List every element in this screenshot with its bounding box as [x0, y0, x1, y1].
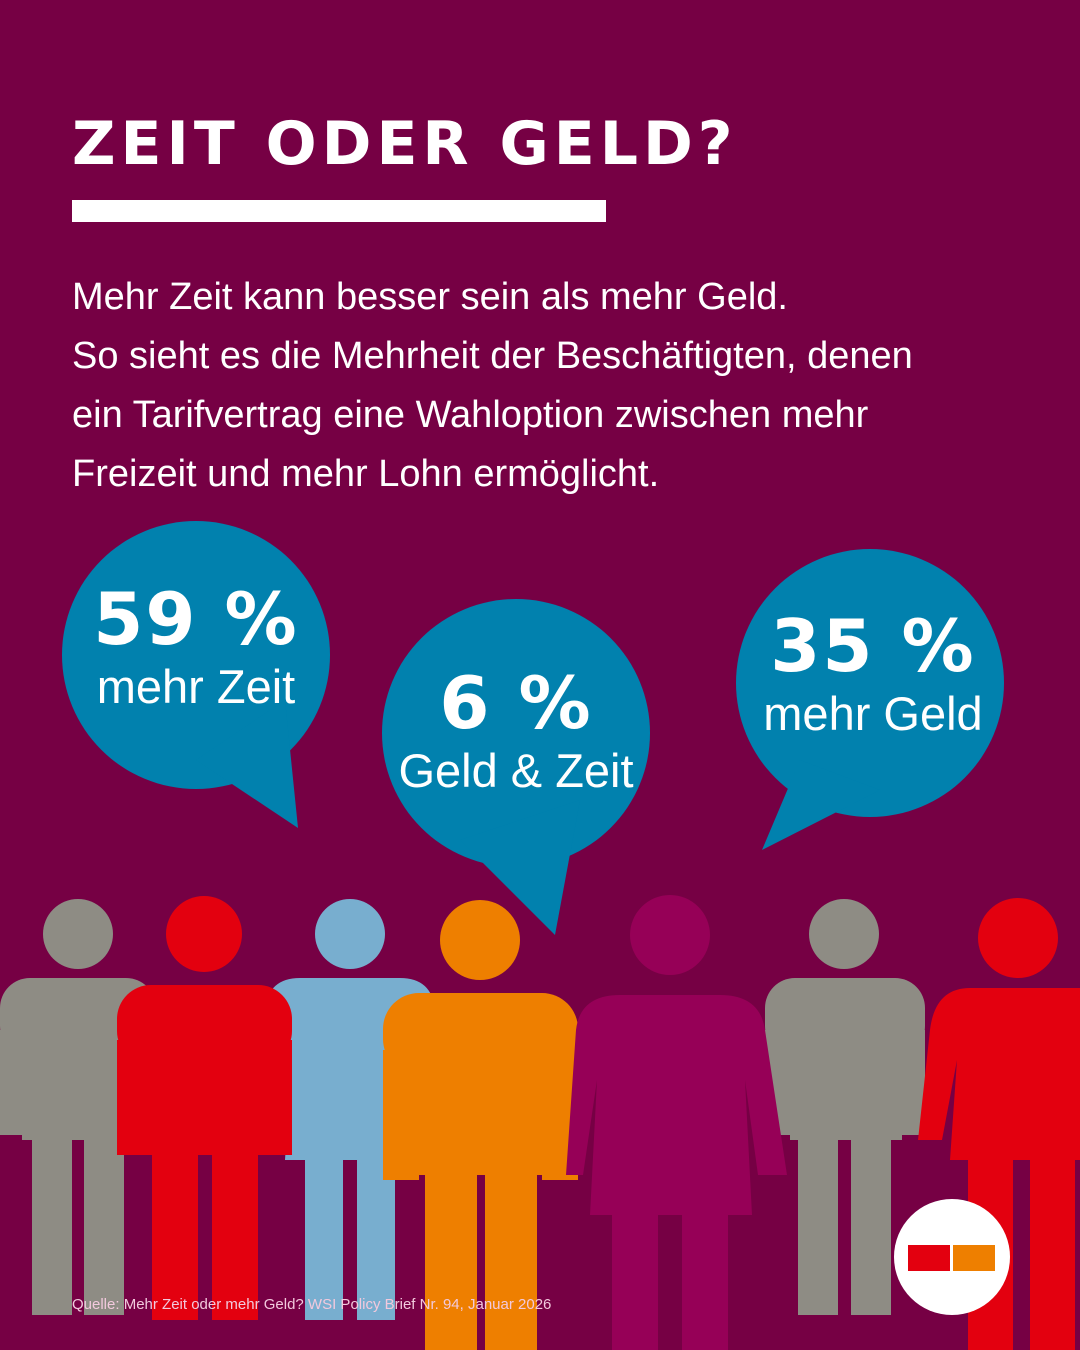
speech-bubble-icon	[736, 549, 1004, 850]
intro-line: Freizeit und mehr Lohn ermöglicht.	[72, 453, 660, 495]
intro-line: So sieht es die Mehrheit der Beschäftigt…	[72, 335, 913, 377]
result-value: 59 %	[93, 577, 299, 661]
source-note: Quelle: Mehr Zeit oder mehr Geld? WSI Po…	[72, 1296, 552, 1313]
result-value: 6 %	[439, 661, 593, 745]
wsi-logo-icon	[894, 1199, 1010, 1315]
person-icon	[383, 900, 578, 1350]
person-icon	[566, 895, 787, 1350]
result-label: Geld & Zeit	[398, 744, 634, 797]
speech-bubble-icon	[62, 521, 330, 828]
title-underline	[72, 200, 606, 222]
page-title: ZEIT ODER GELD?	[72, 109, 738, 179]
person-icon	[918, 898, 1080, 1350]
result-bubble-both: 6 % Geld & Zeit	[396, 662, 636, 798]
intro-text: Mehr Zeit kann besser sein als mehr Geld…	[72, 268, 1062, 504]
result-bubble-money: 35 % mehr Geld	[758, 605, 988, 741]
speech-bubble-icon	[382, 599, 650, 935]
result-bubble-time: 59 % mehr Zeit	[86, 578, 306, 714]
result-value: 35 %	[770, 604, 976, 688]
result-label: mehr Zeit	[96, 660, 296, 713]
intro-line: Mehr Zeit kann besser sein als mehr Geld…	[72, 276, 788, 318]
intro-line: ein Tarifvertrag eine Wahloption zwische…	[72, 394, 869, 436]
person-icon	[0, 899, 156, 1315]
person-icon	[117, 896, 292, 1320]
person-icon	[765, 899, 925, 1315]
result-label: mehr Geld	[763, 687, 983, 740]
